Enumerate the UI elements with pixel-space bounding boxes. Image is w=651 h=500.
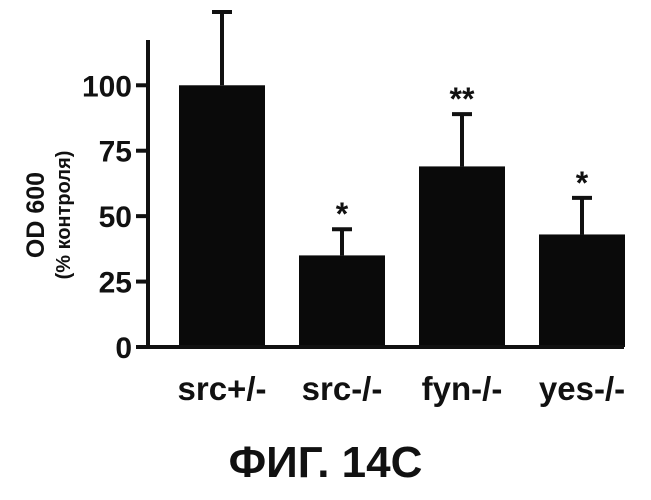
y-tick-label-2: 50 <box>99 201 132 234</box>
y-ticks: 0 25 50 75 100 <box>82 70 148 365</box>
bar-0 <box>179 85 265 347</box>
error-bar-2 <box>452 114 472 166</box>
significance-marker-1: * <box>336 196 349 232</box>
error-bar-0 <box>212 12 232 85</box>
y-axis-label: OD 600 <box>22 172 50 258</box>
figure-caption: ФИГ. 14С <box>0 438 651 488</box>
y-axis-sublabel: (% контроля) <box>53 151 75 280</box>
x-tick-label-3: yes-/- <box>539 370 625 407</box>
y-tick-label-1: 25 <box>99 267 132 300</box>
x-tick-labels: src+/- src-/- fyn-/- yes-/- <box>178 370 626 407</box>
x-tick-label-0: src+/- <box>178 370 267 407</box>
bar-3 <box>539 234 625 347</box>
y-tick-label-3: 75 <box>99 136 132 169</box>
error-bar-3 <box>572 198 592 235</box>
y-tick-label-0: 0 <box>115 332 132 365</box>
x-tick-label-1: src-/- <box>302 370 383 407</box>
y-tick-label-4: 100 <box>82 70 132 103</box>
bar-2 <box>419 166 505 347</box>
bar-1 <box>299 255 385 347</box>
error-bars <box>212 12 592 255</box>
significance-marker-3: * <box>576 165 589 201</box>
x-tick-label-2: fyn-/- <box>422 370 503 407</box>
error-bar-1 <box>332 229 352 255</box>
significance-marker-2: ** <box>450 81 475 117</box>
bars <box>179 85 625 347</box>
y-axis-label-group: OD 600 (% контроля) <box>22 151 75 280</box>
